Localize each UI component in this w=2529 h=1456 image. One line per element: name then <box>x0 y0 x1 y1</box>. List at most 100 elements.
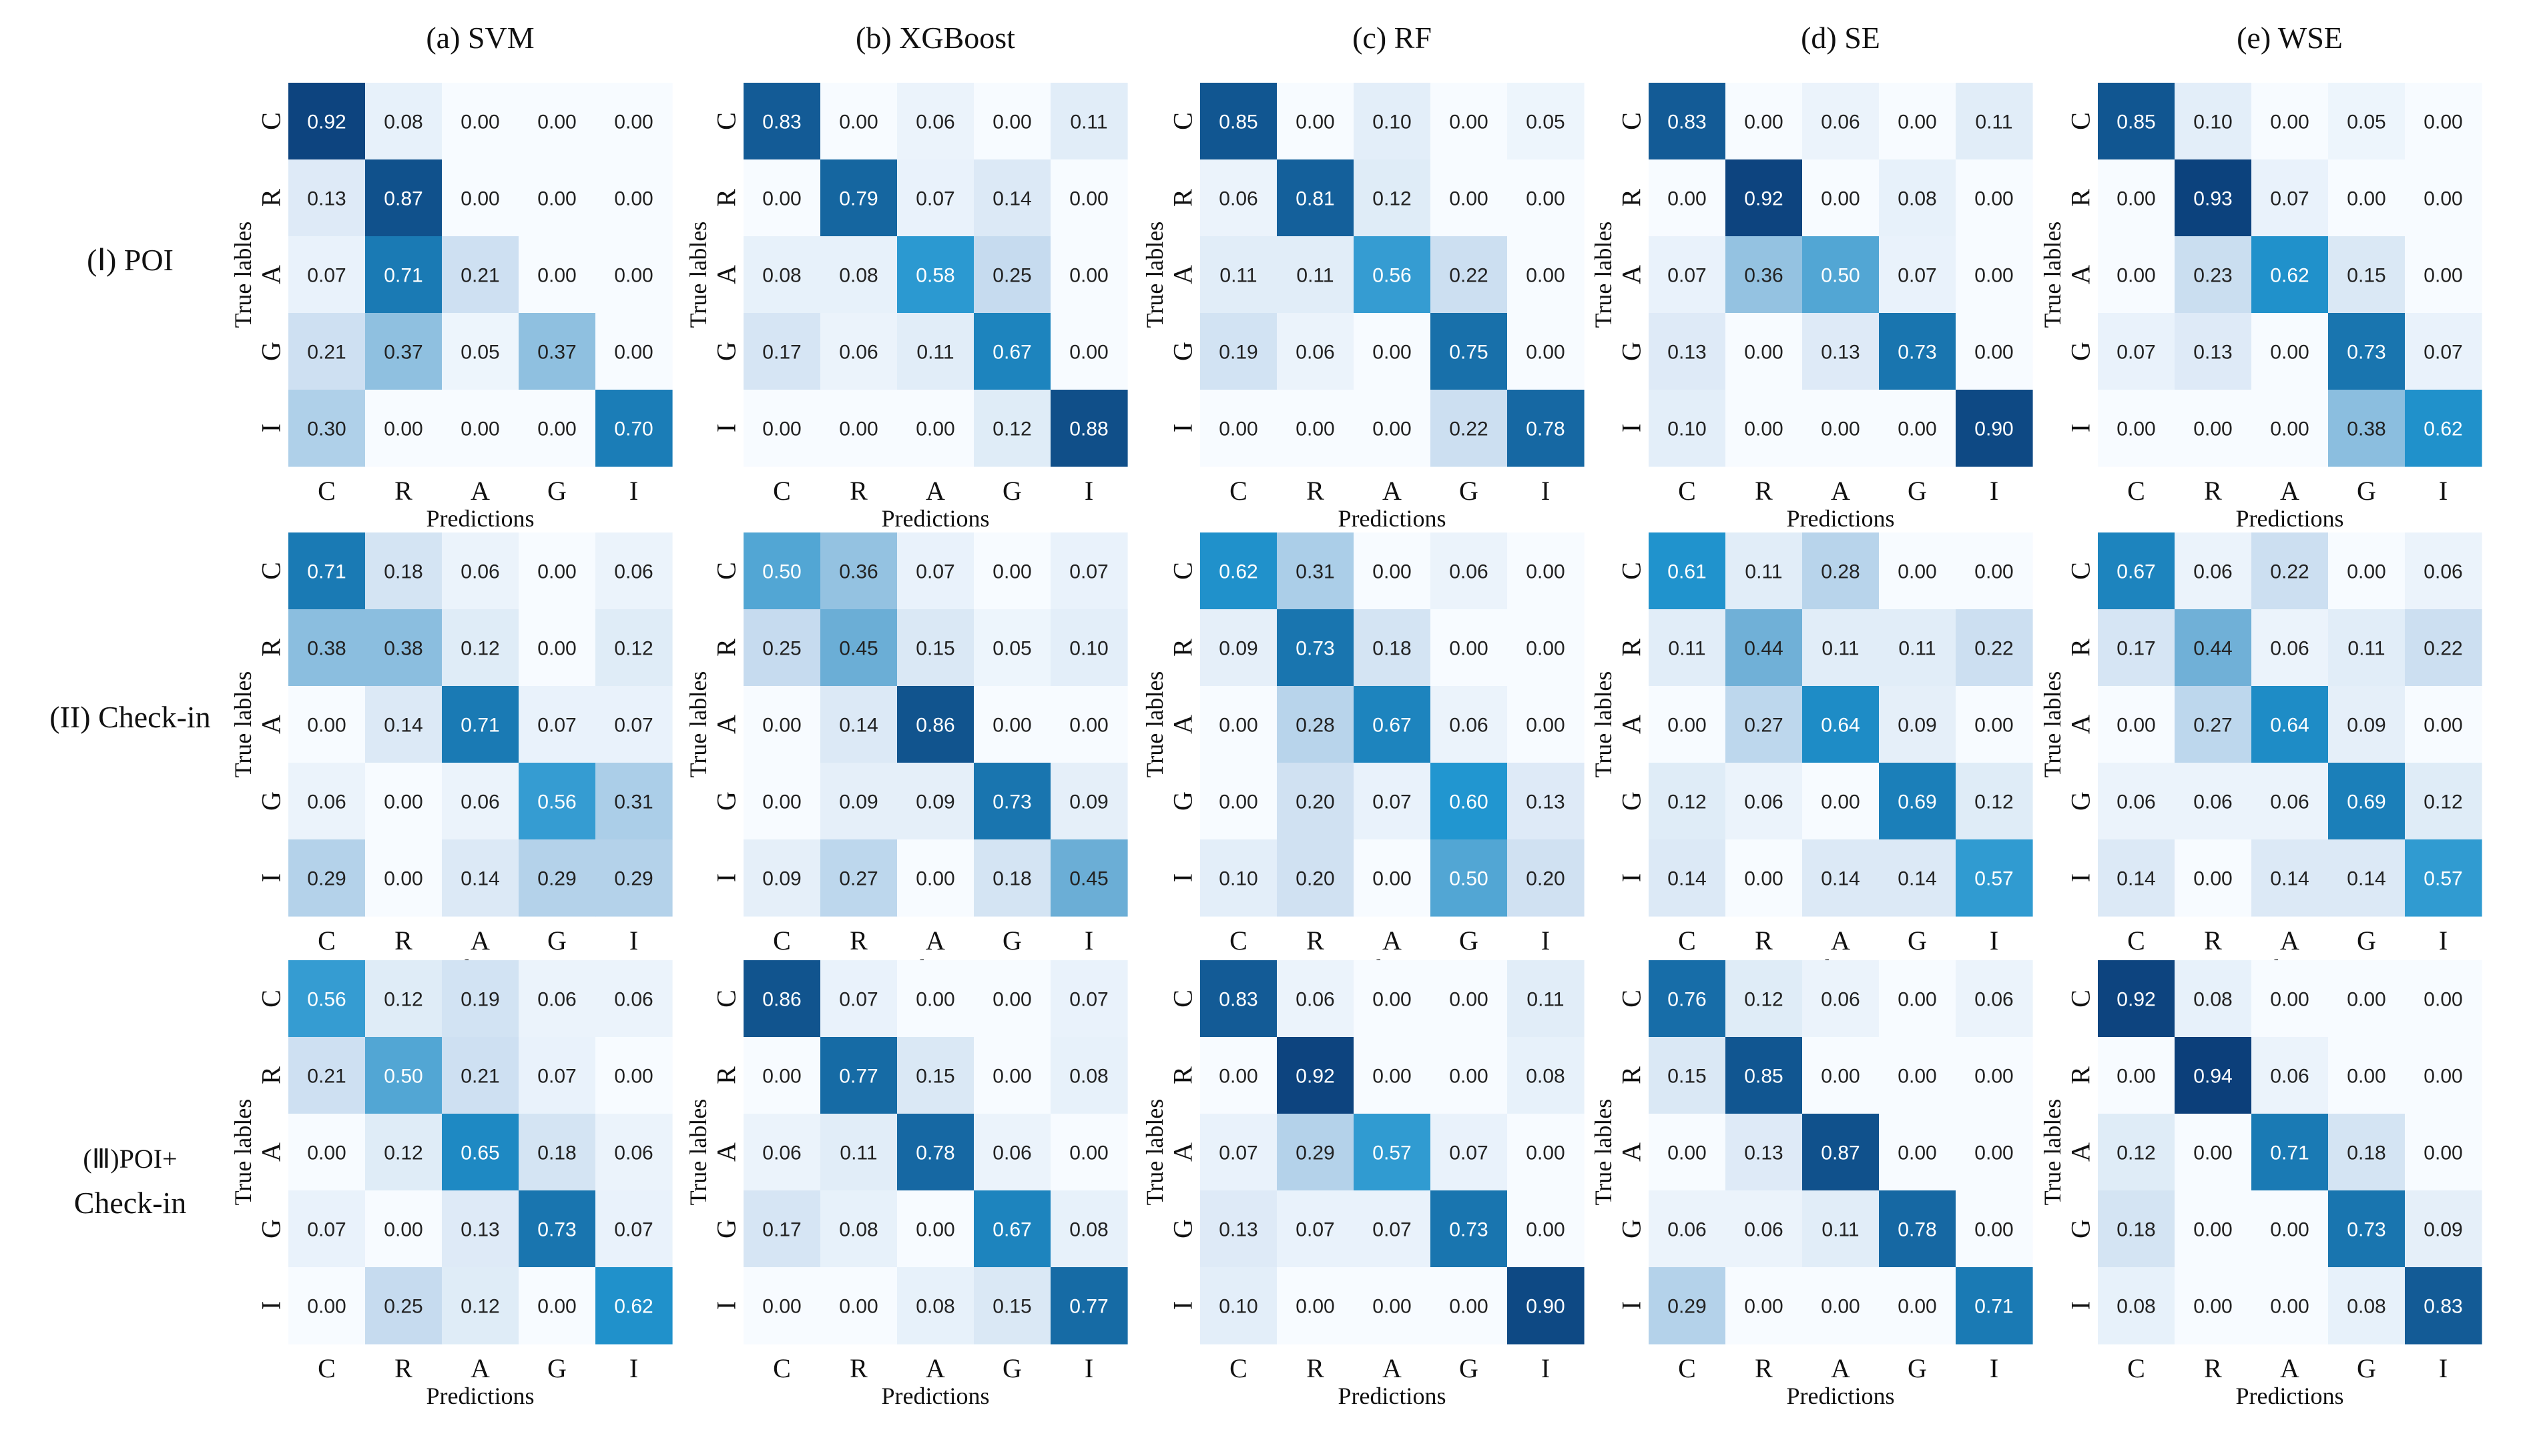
y-tick-A: A <box>712 1142 742 1162</box>
cell-value-C-A: 0.06 <box>1821 111 1860 133</box>
cell-I-G <box>1430 839 1508 917</box>
cell-C-G <box>519 532 596 610</box>
cell-value-G-I: 0.07 <box>2424 342 2462 364</box>
cell-value-C-C: 0.50 <box>762 561 801 583</box>
cell-C-G <box>2328 532 2406 610</box>
cell-I-R <box>1277 390 1354 467</box>
cell-R-A <box>897 159 974 237</box>
cell-value-G-R: 0.00 <box>384 1219 423 1241</box>
cell-value-R-G: 0.00 <box>537 188 576 210</box>
cell-value-R-C: 0.15 <box>1667 1066 1706 1088</box>
cell-C-R <box>820 960 898 1038</box>
cell-G-A <box>2251 763 2329 840</box>
cell-I-R <box>820 839 898 917</box>
cell-value-C-A: 0.06 <box>461 561 499 583</box>
cell-value-I-C: 0.00 <box>307 1296 346 1318</box>
cell-A-I <box>2405 1114 2482 1191</box>
cell-A-G <box>519 236 596 314</box>
cell-A-C <box>1649 686 1726 763</box>
cell-value-A-I: 0.00 <box>2424 1142 2462 1164</box>
cell-value-G-G: 0.78 <box>1898 1219 1936 1241</box>
heatmap-r2-c3: 0.62 0.31 0.00 0.06 0.00 0.09 0.73 0.18 0.00 0.00… <box>1141 532 1585 982</box>
cell-value-I-A: 0.12 <box>461 1296 499 1318</box>
cell-value-R-I: 0.00 <box>1974 188 2013 210</box>
cell-A-C <box>1649 1114 1726 1191</box>
cell-I-G <box>1430 1267 1508 1345</box>
cell-value-G-R: 0.37 <box>384 342 423 364</box>
y-tick-I: I <box>712 1301 742 1310</box>
cell-I-C <box>1649 1267 1726 1345</box>
cell-value-R-R: 0.94 <box>2193 1066 2232 1088</box>
cell-G-R <box>820 313 898 390</box>
cell-C-I <box>1956 960 2033 1038</box>
y-tick-A: A <box>1168 1142 1198 1162</box>
cell-value-R-G: 0.08 <box>1898 188 1936 210</box>
y-tick-C: C <box>2066 562 2096 580</box>
cell-C-I <box>2405 83 2482 160</box>
y-tick-A: A <box>1617 1142 1647 1162</box>
cell-A-C <box>744 1114 821 1191</box>
cell-value-A-I: 0.00 <box>1526 265 1565 287</box>
cell-C-I <box>595 83 673 160</box>
cell-value-A-C: 0.00 <box>1667 1142 1706 1164</box>
cell-value-C-R: 0.06 <box>1296 989 1334 1011</box>
cell-value-I-I: 0.57 <box>1974 868 2013 890</box>
cell-value-A-A: 0.71 <box>461 715 499 737</box>
cell-C-A <box>1802 83 1880 160</box>
cell-G-R <box>1725 763 1803 840</box>
cell-value-A-R: 0.08 <box>839 265 878 287</box>
cell-value-C-I: 0.06 <box>2424 561 2462 583</box>
cell-I-C <box>2098 839 2175 917</box>
y-tick-A: A <box>1617 715 1647 734</box>
cell-G-A <box>897 763 974 840</box>
cell-R-A <box>442 1037 519 1114</box>
cell-C-C <box>2098 532 2175 610</box>
x-tick-R: R <box>850 1353 868 1383</box>
cell-G-R <box>365 1190 443 1268</box>
cell-value-C-I: 0.11 <box>1070 111 1107 133</box>
cell-G-R <box>1725 313 1803 390</box>
cell-G-I <box>1507 313 1585 390</box>
cell-value-G-I: 0.00 <box>1974 1219 2013 1241</box>
x-tick-G: G <box>1459 1353 1478 1383</box>
cell-value-I-R: 0.00 <box>839 418 878 440</box>
cell-value-R-R: 0.87 <box>384 188 423 210</box>
cell-value-I-G: 0.00 <box>537 418 576 440</box>
cell-value-G-A: 0.09 <box>916 791 954 813</box>
y-tick-G: G <box>2066 1219 2096 1238</box>
x-axis-label: Predictions <box>427 1383 535 1409</box>
cell-value-I-G: 0.08 <box>2347 1296 2385 1318</box>
cell-G-R <box>1277 1190 1354 1268</box>
cell-I-A <box>1802 390 1880 467</box>
cell-G-I <box>2405 1190 2482 1268</box>
cell-R-R <box>820 1037 898 1114</box>
row-label-3-line-1: (Ⅲ)POI+ <box>83 1144 177 1174</box>
cell-A-R <box>820 686 898 763</box>
cell-I-I <box>1051 1267 1128 1345</box>
cell-C-C <box>1200 83 1278 160</box>
cell-value-R-C: 0.11 <box>1668 638 1705 660</box>
cell-value-C-G: 0.00 <box>1449 111 1488 133</box>
cell-value-I-G: 0.18 <box>993 868 1031 890</box>
cell-I-I <box>595 390 673 467</box>
cell-A-R <box>1277 686 1354 763</box>
cell-value-A-G: 0.06 <box>1449 715 1488 737</box>
cell-A-I <box>1507 686 1585 763</box>
cell-value-A-A: 0.62 <box>2270 265 2309 287</box>
x-tick-A: A <box>1831 1353 1850 1383</box>
cell-G-R <box>820 763 898 840</box>
cell-value-I-C: 0.10 <box>1667 418 1706 440</box>
cell-value-R-C: 0.09 <box>1219 638 1257 660</box>
cell-A-C <box>1200 1114 1278 1191</box>
cell-A-G <box>974 1114 1051 1191</box>
cell-R-C <box>1649 609 1726 687</box>
cell-value-R-I: 0.00 <box>614 1066 653 1088</box>
cell-value-C-I: 0.11 <box>1975 111 2012 133</box>
cell-value-R-R: 0.45 <box>839 638 878 660</box>
y-tick-I: I <box>256 1301 286 1310</box>
cell-value-A-A: 0.64 <box>1821 715 1860 737</box>
cell-G-C <box>288 313 366 390</box>
y-tick-A: A <box>1168 715 1198 734</box>
cell-value-R-R: 0.85 <box>1744 1066 1783 1088</box>
cell-G-R <box>365 763 443 840</box>
